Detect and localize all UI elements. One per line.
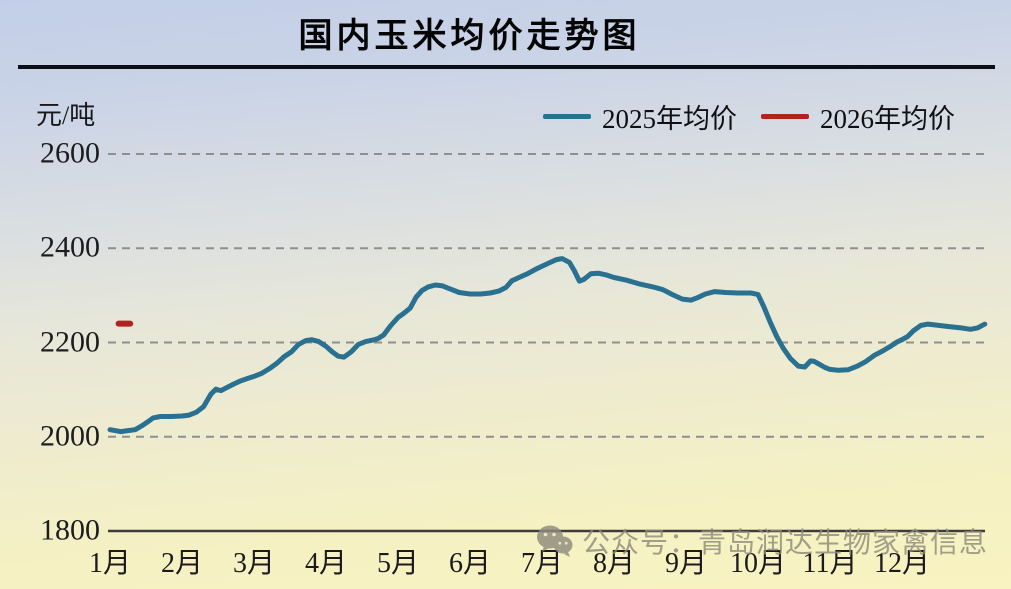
x-tick-label-4: 4月 [304,548,347,579]
legend-item-2025: 2025年均价 [543,97,737,136]
legend: 2025年均价 2026年均价 [543,97,955,136]
watermark-text: 公众号：青岛润达生物家禽信息 [582,527,989,558]
x-tick-label-12: 12月 [873,548,930,579]
x-tick-label-2: 2月 [160,548,203,579]
x-tick-label-11: 11月 [802,548,858,579]
wechat-icon [537,525,573,557]
y-tick-label-2600: 2600 [40,136,100,170]
title-divider [18,65,995,69]
x-tick-label-5: 5月 [376,548,419,579]
y-tick-label-2000: 2000 [40,419,100,453]
series-line-2025 [107,256,988,435]
chart-title: 国内玉米均价走势图 [298,18,641,55]
watermark: 公众号：青岛润达生物家禽信息 [536,521,988,561]
legend-line-swatch-2025 [543,114,591,119]
x-tick-label-8: 8月 [592,548,635,579]
legend-item-2026: 2026年均价 [761,97,955,136]
x-tick-label-7: 7月 [520,548,563,579]
y-tick-label-1800: 1800 [40,513,100,547]
y-tick-label-2400: 2400 [40,230,100,264]
x-tick-label-3: 3月 [232,548,275,579]
x-tick-label-9: 9月 [664,548,707,579]
x-tick-label-6: 6月 [448,548,491,579]
legend-line-swatch-2026 [761,114,809,119]
x-tick-label-10: 10月 [729,548,786,579]
y-axis-unit-label: 元/吨 [36,101,96,130]
legend-label-2025: 2025年均价 [602,104,737,134]
x-tick-label-1: 1月 [88,548,131,579]
legend-label-2026: 2026年均价 [820,104,955,134]
y-tick-label-2200: 2200 [40,324,100,358]
